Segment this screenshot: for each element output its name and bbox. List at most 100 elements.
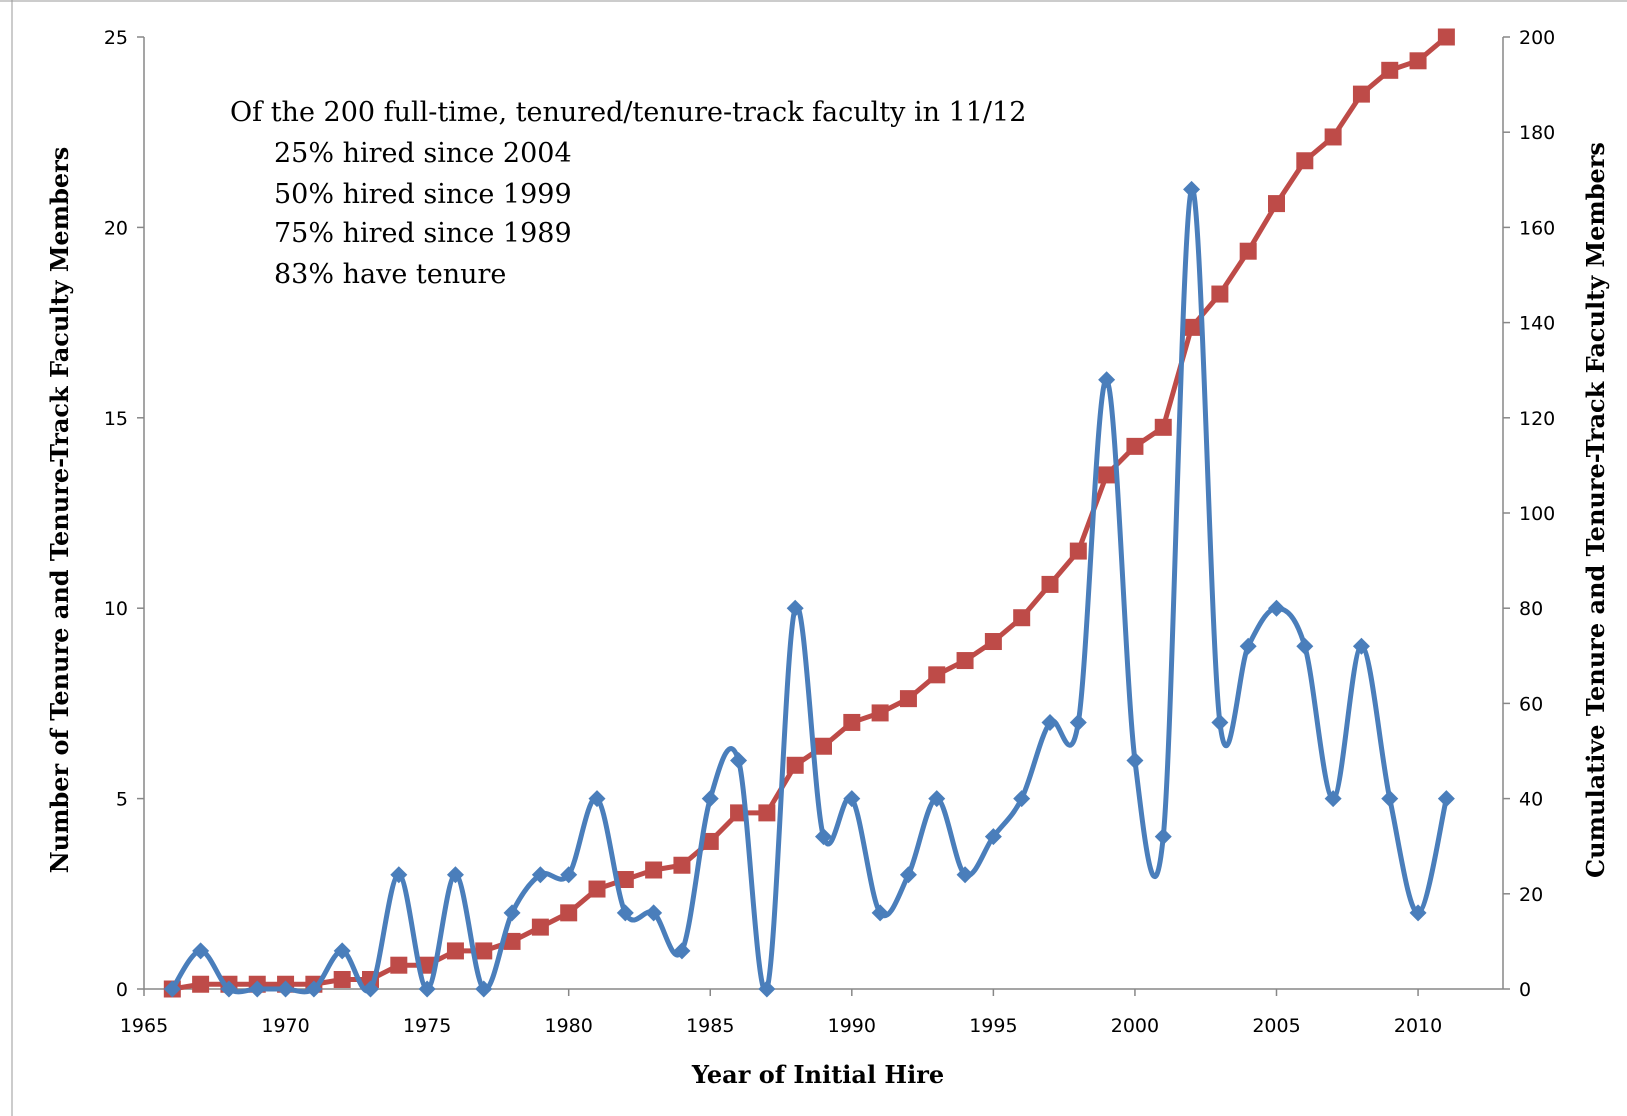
cumulative-point: [956, 652, 974, 670]
y2-tick-label: 180: [1519, 122, 1555, 144]
series-layer: [163, 28, 1455, 998]
annual-point: [503, 904, 521, 922]
cumulative-point: [871, 704, 889, 722]
cumulative-point: [588, 880, 606, 898]
cumulative-point: [390, 956, 408, 974]
cumulative-point: [1069, 542, 1087, 560]
x-tick-label: 1995: [969, 1015, 1017, 1037]
y2-tick-label: 160: [1519, 217, 1555, 239]
annotation-line-1: Of the 200 full-time, tenured/tenure-tra…: [230, 97, 1026, 128]
annual-point: [1211, 713, 1229, 731]
annual-point: [475, 980, 493, 998]
cumulative-point: [673, 856, 691, 874]
annual-point: [163, 980, 181, 998]
x-tick-label: 2010: [1394, 1015, 1442, 1037]
x-tick-label: 1970: [261, 1015, 309, 1037]
cumulative-point: [1296, 152, 1314, 170]
annual-point: [588, 790, 606, 808]
y2-tick-label: 40: [1519, 789, 1543, 811]
annual-point: [1268, 599, 1285, 617]
cumulative-point: [1183, 318, 1201, 336]
cumulative-series-line: [169, 34, 1449, 992]
cumulative-point: [192, 975, 210, 993]
annual-point: [1239, 637, 1257, 655]
y-tick-label: 10: [104, 598, 128, 620]
y2-tick-label: 60: [1519, 693, 1543, 715]
cumulative-point: [1352, 85, 1370, 103]
annual-point: [928, 790, 946, 808]
cumulative-point: [446, 942, 464, 960]
annual-point: [843, 790, 861, 808]
annotation-line-4: 75% hired since 1989: [274, 218, 572, 249]
annual-point: [1324, 790, 1342, 808]
x-tick-label: 1975: [403, 1015, 451, 1037]
annual-point: [446, 866, 464, 884]
y2-tick-label: 20: [1519, 884, 1543, 906]
y-axis-title: Number of Tenure and Tenure-Track Facult…: [45, 147, 74, 874]
annual-point: [786, 599, 804, 617]
x-tick-label: 1965: [120, 1015, 168, 1037]
annual-point: [616, 904, 634, 922]
annual-point: [956, 866, 974, 884]
x-tick-label: 1980: [545, 1015, 593, 1037]
cumulative-point: [1013, 609, 1031, 627]
cumulative-point: [984, 633, 1002, 651]
annual-point: [1126, 752, 1144, 770]
annual-point: [418, 980, 436, 998]
cumulative-point: [1324, 128, 1342, 146]
y-tick-label: 5: [116, 789, 128, 811]
cumulative-point: [843, 713, 861, 731]
cumulative-point: [1041, 575, 1059, 593]
y2-tick-label: 200: [1519, 27, 1555, 49]
annotation-line-3: 50% hired since 1999: [274, 179, 572, 210]
y-tick-label: 0: [116, 979, 128, 1001]
cumulative-point: [1381, 61, 1399, 79]
annual-point: [1409, 904, 1427, 922]
annual-point: [560, 866, 578, 884]
y2-tick-label: 0: [1519, 979, 1531, 1001]
y2-tick-label: 120: [1519, 408, 1555, 430]
annual-point: [220, 980, 238, 998]
cumulative-point: [758, 804, 776, 822]
cumulative-point: [1098, 466, 1116, 484]
y2-axis-title: Cumulative Tenure and Tenure-Track Facul…: [1581, 142, 1610, 878]
annual-point: [645, 904, 663, 922]
cumulative-point: [418, 956, 436, 974]
annual-point: [390, 866, 408, 884]
annual-point: [1437, 790, 1455, 808]
x-tick-label: 1985: [686, 1015, 734, 1037]
cumulative-point: [333, 970, 351, 988]
cumulative-point: [560, 904, 578, 922]
cumulative-point: [701, 832, 719, 850]
y-tick-label: 20: [104, 217, 128, 239]
annual-point: [1352, 637, 1370, 655]
cumulative-point: [928, 666, 946, 684]
cumulative-point: [1268, 195, 1285, 213]
annual-point: [758, 980, 776, 998]
annual-series-line: [169, 186, 1449, 995]
annual-series: [163, 180, 1455, 998]
annual-point: [701, 790, 719, 808]
annual-point: [1041, 713, 1059, 731]
cumulative-point: [645, 861, 663, 879]
annual-point: [192, 942, 210, 960]
annual-point: [899, 866, 917, 884]
annotation-line-5: 83% have tenure: [274, 259, 506, 290]
cumulative-point: [531, 918, 549, 936]
annual-point: [333, 942, 351, 960]
cumulative-point: [475, 942, 493, 960]
y2-tick-label: 100: [1519, 503, 1555, 525]
annual-point: [1098, 371, 1116, 389]
annual-point: [1381, 790, 1399, 808]
annual-point: [1069, 713, 1087, 731]
cumulative-point: [1437, 28, 1455, 46]
annual-point: [730, 752, 748, 770]
x-axis-title: Year of Initial Hire: [691, 1060, 944, 1089]
annual-point: [277, 980, 295, 998]
cumulative-point: [815, 737, 832, 755]
annual-point: [673, 942, 691, 960]
cumulative-point: [503, 932, 521, 950]
cumulative-point: [1409, 52, 1427, 70]
annual-point: [871, 904, 889, 922]
